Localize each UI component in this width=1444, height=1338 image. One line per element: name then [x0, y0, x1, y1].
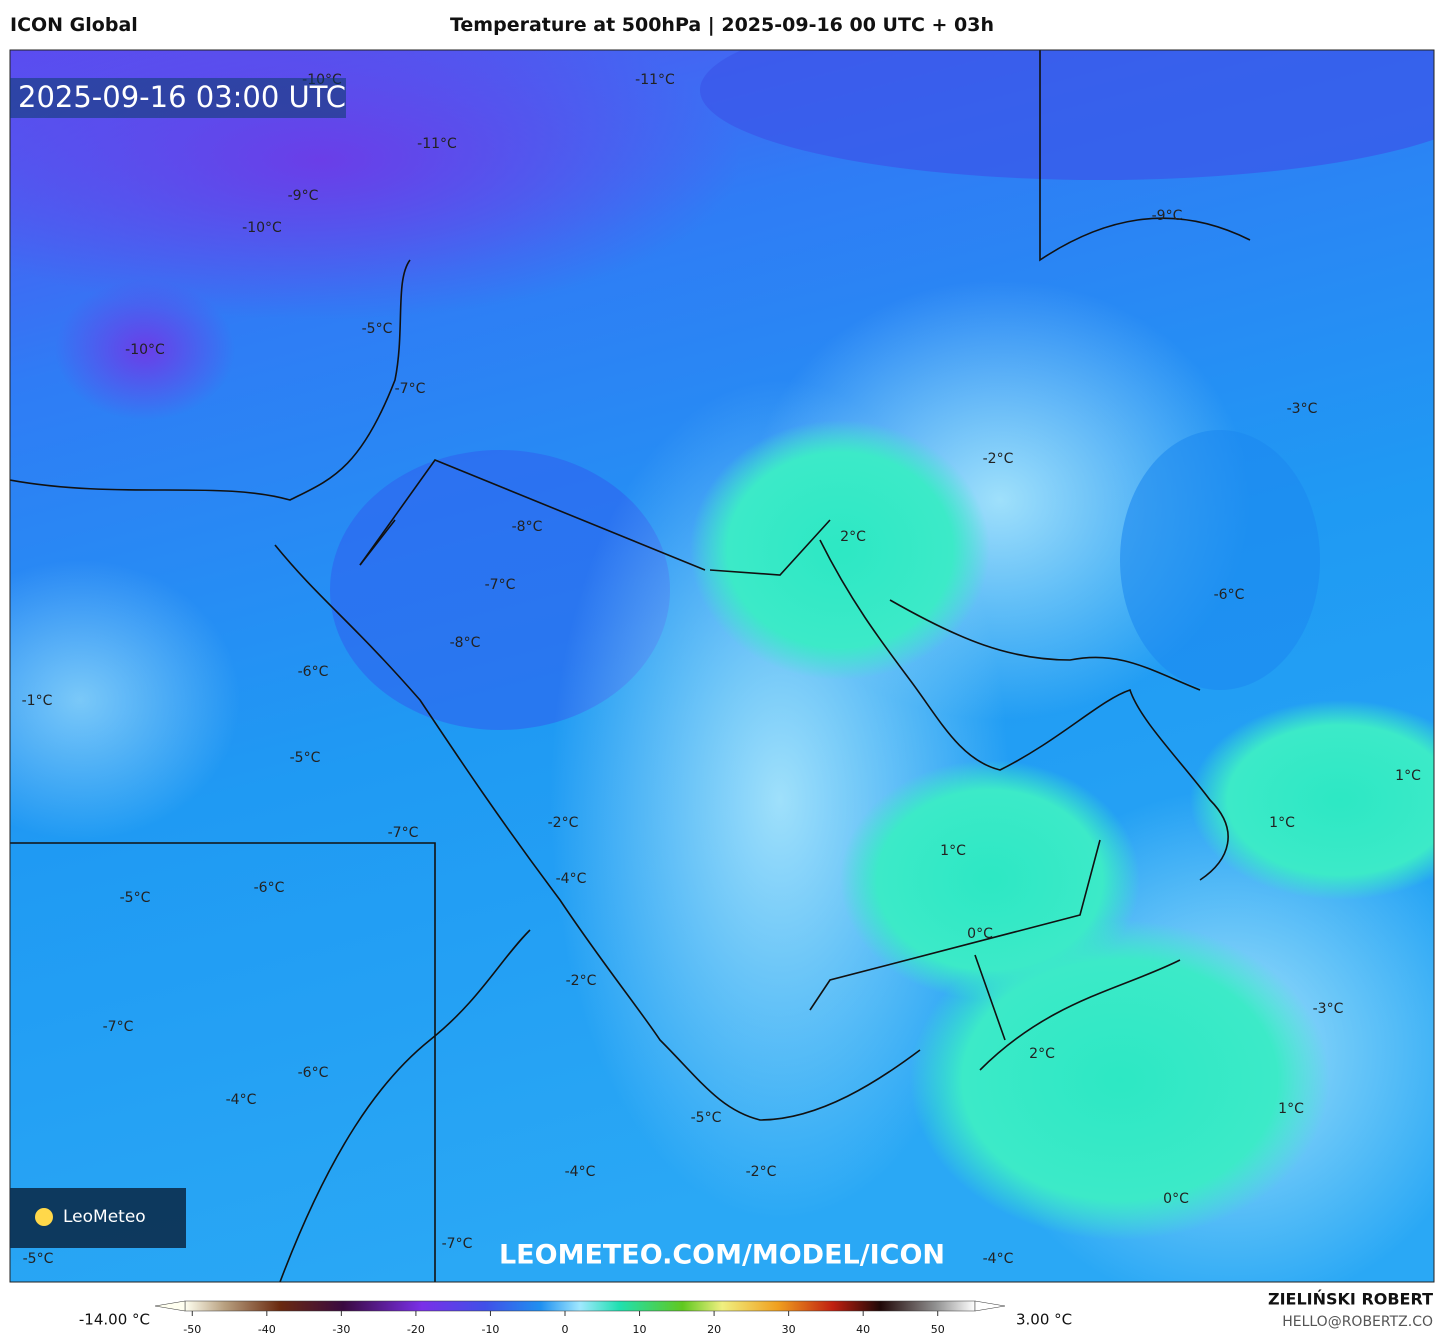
colorbar-tick-label: 40	[856, 1323, 870, 1336]
contour-label: -5°C	[362, 321, 393, 337]
contour-label: 1°C	[1278, 1101, 1304, 1117]
author-email: HELLO@ROBERTZ.CO	[1282, 1314, 1433, 1330]
contour-label: -4°C	[226, 1092, 257, 1108]
contour-label: -3°C	[1313, 1001, 1344, 1017]
timestamp: 2025-09-16 03:00 UTC	[18, 80, 346, 114]
contour-label: -11°C	[635, 72, 675, 88]
colorbar-min-label: -14.00 °C	[79, 1311, 150, 1329]
logo: LeoMeteo	[63, 1207, 146, 1227]
contour-label: -6°C	[1214, 587, 1245, 603]
contour-label: -8°C	[450, 635, 481, 651]
colorbar-tick-label: 10	[633, 1323, 647, 1336]
contour-label: 1°C	[1269, 815, 1295, 831]
contour-label: -7°C	[103, 1019, 134, 1035]
map-title: Temperature at 500hPa | 2025-09-16 00 UT…	[449, 14, 995, 36]
contour-label: -5°C	[23, 1251, 54, 1267]
contour-label: 1°C	[1395, 768, 1421, 784]
contour-label: -6°C	[254, 880, 285, 896]
colorbar-tick-label: -30	[332, 1323, 350, 1336]
map-field	[10, 50, 1434, 1282]
colorbar-tick-label: -20	[407, 1323, 425, 1336]
contour-label: -10°C	[125, 342, 165, 358]
colorbar-tick-label: 20	[707, 1323, 721, 1336]
contour-label: -9°C	[288, 188, 319, 204]
contour-label: -4°C	[556, 871, 587, 887]
author-name: ZIELIŃSKI ROBERT	[1268, 1290, 1433, 1309]
contour-label: -5°C	[691, 1110, 722, 1126]
contour-label: -7°C	[485, 577, 516, 593]
contour-label: -2°C	[983, 451, 1014, 467]
contour-label: 2°C	[1029, 1046, 1055, 1062]
contour-label: -7°C	[388, 825, 419, 841]
contour-label: 0°C	[967, 926, 993, 942]
colorbar-tick-label: -40	[258, 1323, 276, 1336]
contour-label: -4°C	[565, 1164, 596, 1180]
contour-label: -7°C	[442, 1236, 473, 1252]
colorbar-end	[154, 1300, 186, 1312]
colorbar-tick-label: 0	[562, 1323, 569, 1336]
contour-label: -2°C	[746, 1164, 777, 1180]
contour-label: -3°C	[1287, 401, 1318, 417]
contour-label: 2°C	[840, 529, 866, 545]
contour-label: -2°C	[566, 973, 597, 989]
colorbar-tick-label: -50	[183, 1323, 201, 1336]
model-name: ICON Global	[10, 14, 138, 36]
colorbar-tick-label: 50	[931, 1323, 945, 1336]
contour-label: -5°C	[120, 890, 151, 906]
contour-label: -5°C	[290, 750, 321, 766]
contour-label: -11°C	[417, 136, 457, 152]
contour-label: -4°C	[983, 1251, 1014, 1267]
contour-label: -6°C	[298, 664, 329, 680]
contour-label: -7°C	[395, 381, 426, 397]
contour-label: -10°C	[242, 220, 282, 236]
contour-label: -2°C	[548, 815, 579, 831]
colorbar: -50 -40 -30 -20 -10 0 10 20 30 40 50	[154, 1300, 1006, 1336]
colorbar-ramp	[184, 1300, 976, 1312]
colorbar-tick-label: 30	[782, 1323, 796, 1336]
colorbar-tick-label: -10	[481, 1323, 499, 1336]
contour-label: 1°C	[940, 843, 966, 859]
contour-label: -8°C	[512, 519, 543, 535]
contour-label: -1°C	[22, 693, 53, 709]
contour-label: -9°C	[1152, 208, 1183, 224]
colorbar-max-label: 3.00 °C	[1016, 1311, 1072, 1329]
contour-label: -6°C	[298, 1065, 329, 1081]
contour-label: 0°C	[1163, 1191, 1189, 1207]
colorbar-end	[974, 1300, 1006, 1312]
watermark: LEOMETEO.COM/MODEL/ICON	[499, 1240, 945, 1271]
